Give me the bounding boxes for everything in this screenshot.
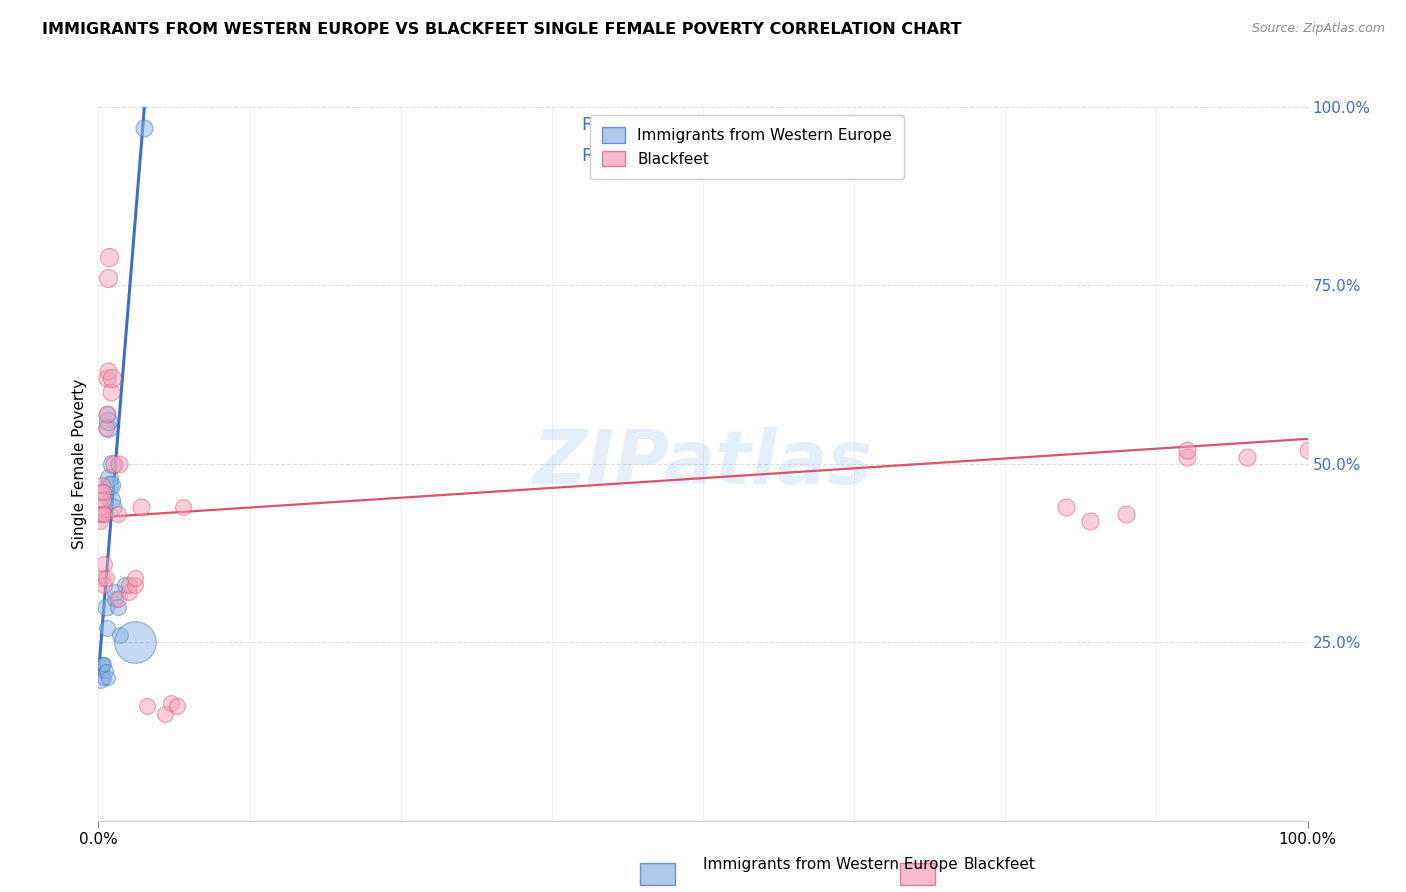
Point <box>98 471 121 485</box>
Point <box>93 578 115 592</box>
Point <box>1115 507 1137 521</box>
Point <box>104 592 127 607</box>
Point <box>91 492 114 507</box>
Legend: Immigrants from Western Europe, Blackfeet: Immigrants from Western Europe, Blackfee… <box>589 115 904 178</box>
Point <box>100 457 122 471</box>
Point <box>124 578 146 592</box>
Point <box>96 407 118 421</box>
Point <box>94 599 117 614</box>
Point <box>118 585 141 599</box>
Text: ZIPatlas: ZIPatlas <box>533 427 873 500</box>
Point <box>107 599 129 614</box>
Point <box>93 657 115 671</box>
Point <box>166 699 188 714</box>
Text: Source: ZipAtlas.com: Source: ZipAtlas.com <box>1251 22 1385 36</box>
Point <box>104 585 127 599</box>
Point <box>94 421 117 435</box>
Point <box>94 571 117 585</box>
Point <box>91 664 114 678</box>
Point <box>91 657 114 671</box>
Point <box>1175 450 1198 464</box>
Point <box>172 500 194 514</box>
Point <box>101 500 124 514</box>
Point <box>135 699 157 714</box>
Point <box>124 571 146 585</box>
Point <box>1078 514 1101 528</box>
Point <box>1296 442 1319 457</box>
Point <box>89 671 111 685</box>
Point <box>91 657 114 671</box>
Point <box>91 507 114 521</box>
Point <box>107 507 129 521</box>
Point <box>98 478 121 492</box>
Point <box>1236 450 1258 464</box>
Point <box>134 121 156 136</box>
Text: Immigrants from Western Europe: Immigrants from Western Europe <box>703 857 957 872</box>
Point <box>124 635 146 649</box>
Point <box>91 571 114 585</box>
Point <box>100 371 122 385</box>
Point <box>1054 500 1077 514</box>
Text: Blackfeet: Blackfeet <box>963 857 1035 872</box>
Point <box>93 557 115 571</box>
Point <box>93 671 115 685</box>
Point <box>91 485 114 500</box>
Point <box>118 578 141 592</box>
Point <box>100 385 122 400</box>
Point <box>100 478 122 492</box>
Point <box>1175 442 1198 457</box>
Text: IMMIGRANTS FROM WESTERN EUROPE VS BLACKFEET SINGLE FEMALE POVERTY CORRELATION CH: IMMIGRANTS FROM WESTERN EUROPE VS BLACKF… <box>42 22 962 37</box>
Point <box>100 492 122 507</box>
Point <box>114 578 136 592</box>
Text: R = 0.616    N = 26: R = 0.616 N = 26 <box>582 116 758 134</box>
Point <box>96 371 118 385</box>
Point <box>96 621 118 635</box>
Point <box>89 514 111 528</box>
Point <box>97 414 120 428</box>
Point <box>103 457 125 471</box>
Point <box>96 407 118 421</box>
Point <box>89 507 111 521</box>
Point <box>97 271 120 285</box>
Point <box>129 500 152 514</box>
Point <box>90 500 112 514</box>
Point <box>97 671 120 685</box>
Point <box>107 592 129 607</box>
Point <box>108 457 131 471</box>
Point <box>153 706 176 721</box>
Point <box>98 250 121 264</box>
Point <box>160 696 183 710</box>
Point <box>108 628 131 642</box>
Point <box>94 664 117 678</box>
Point <box>93 507 115 521</box>
Point <box>90 485 112 500</box>
Text: R = 0.179    N = 42: R = 0.179 N = 42 <box>582 146 758 164</box>
Point <box>97 421 120 435</box>
Point <box>97 364 120 378</box>
Y-axis label: Single Female Poverty: Single Female Poverty <box>72 379 87 549</box>
Point <box>91 478 114 492</box>
